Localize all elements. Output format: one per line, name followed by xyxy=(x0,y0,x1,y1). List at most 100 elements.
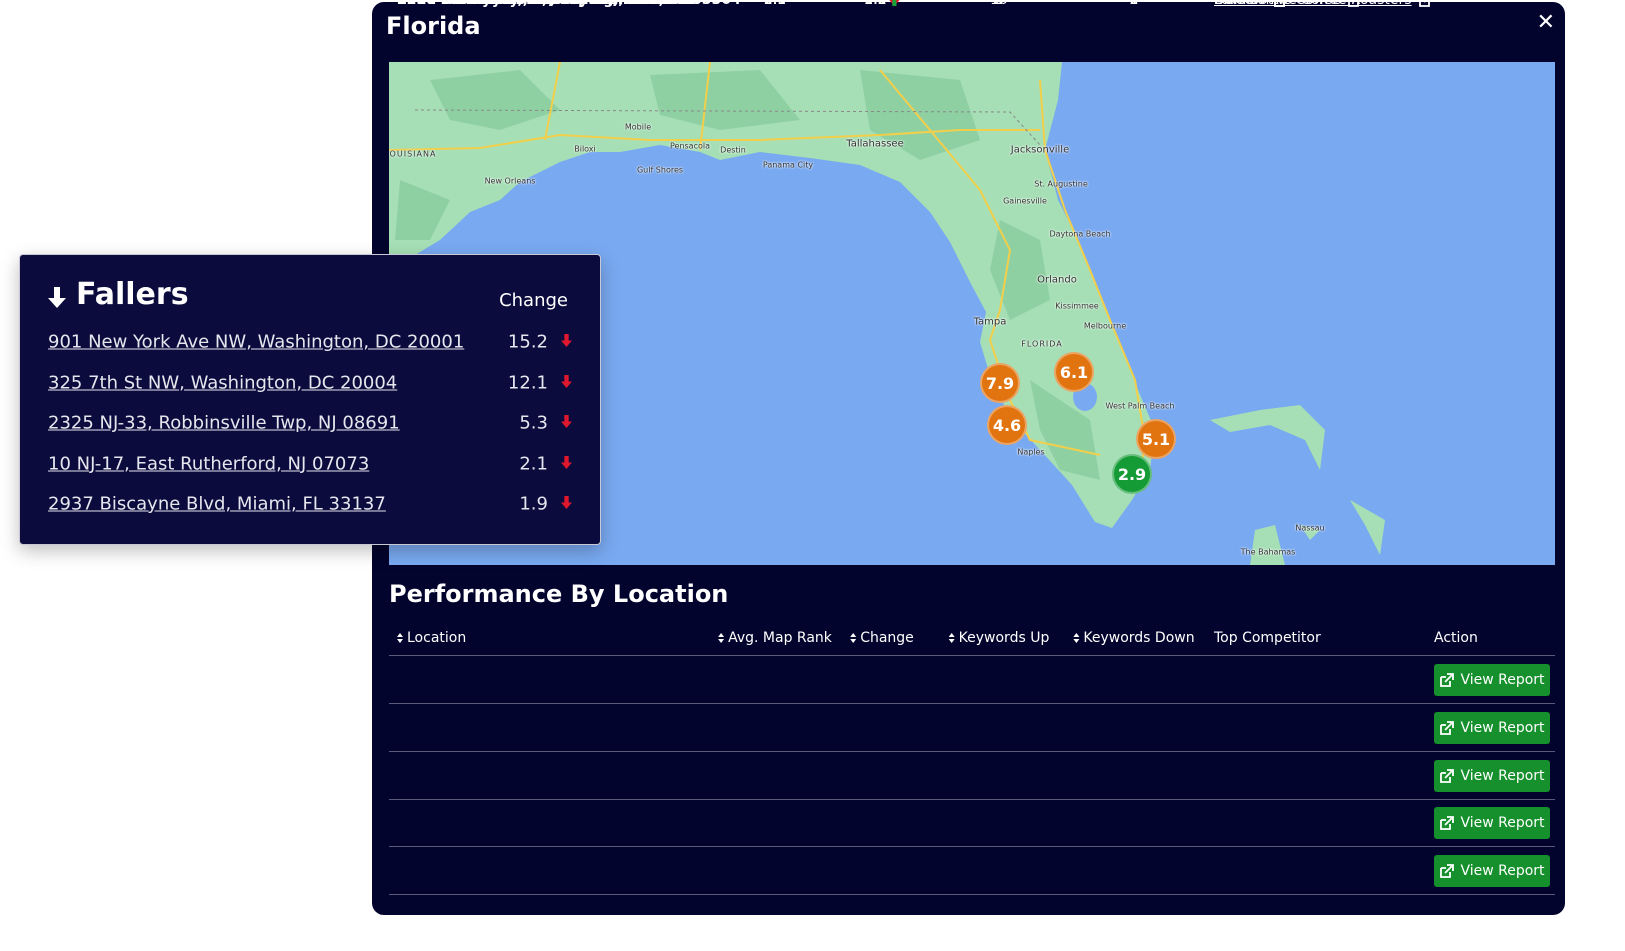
competitor-cell: Dunkin' xyxy=(1214,0,1289,8)
map-label: Tampa xyxy=(973,316,1007,328)
column-header[interactable]: Keywords Down xyxy=(1073,630,1195,646)
map-marker[interactable]: 6.1 xyxy=(1054,352,1094,392)
fallers-panel: Fallers Change 901 New York Ave NW, Wash… xyxy=(19,254,601,545)
column-label: Keywords Down xyxy=(1083,630,1195,646)
number-cell: 1 xyxy=(1129,0,1139,8)
report-icon-svg xyxy=(1440,816,1455,831)
map-label: The Bahamas xyxy=(1240,547,1296,557)
faller-address[interactable]: 2937 Biscayne Blvd, Miami, FL 33137 xyxy=(48,493,386,515)
number-cell: 5.1 xyxy=(763,0,787,8)
report-icon-svg xyxy=(1440,768,1455,783)
column-label: Location xyxy=(407,630,467,646)
sort-icon xyxy=(1073,633,1080,643)
down-icon xyxy=(48,287,66,308)
faller-address[interactable]: 10 NJ-17, East Rutherford, NJ 07073 xyxy=(48,453,370,474)
change-value: 1.9 xyxy=(864,0,887,8)
number-cell: 3 xyxy=(994,0,1004,8)
number-cell: 0 xyxy=(1129,0,1139,8)
external-link-icon-svg xyxy=(1347,0,1362,7)
section-title: Performance By Location xyxy=(389,580,729,608)
map-label: Nassau xyxy=(1295,523,1325,533)
sort-icon xyxy=(397,633,403,643)
column-label: Top Competitor xyxy=(1214,630,1321,646)
faller-change: 15.2 xyxy=(507,331,548,353)
down-arrow-svg xyxy=(561,374,572,388)
change-value: 2.1 xyxy=(864,0,887,8)
column-header[interactable]: Change xyxy=(850,630,914,646)
number-cell: 5 xyxy=(994,0,1004,8)
faller-address[interactable]: 2325 NJ-33, Robbinsville Twp, NJ 08691 xyxy=(48,412,400,434)
competitor-link[interactable]: Dunkin' xyxy=(1214,0,1268,8)
competitor-cell: Blue Bottle Coffee xyxy=(1214,0,1362,8)
down-arrow-svg xyxy=(561,455,572,469)
external-link-icon xyxy=(1347,0,1362,7)
up-arrow-svg xyxy=(889,0,900,6)
row-divider xyxy=(389,798,1555,800)
sort-icon-svg xyxy=(718,633,725,643)
view-report-button[interactable]: View Report xyxy=(1434,759,1550,792)
map-label: OUISIANA xyxy=(389,149,437,159)
faller-address[interactable]: 325 7th St NW, Washington, DC 20004 xyxy=(48,372,398,393)
change-cell: 2.1 xyxy=(864,0,900,8)
column-header[interactable]: Avg. Map Rank xyxy=(718,630,832,646)
number-cell: 2 xyxy=(1129,0,1139,8)
button-label: View Report xyxy=(1460,719,1545,736)
report-icon xyxy=(1439,864,1455,879)
down-arrow xyxy=(561,496,572,509)
competitor-link[interactable]: La Colombe Coffee Roasters xyxy=(1214,0,1412,8)
number-cell: 4 xyxy=(994,0,1004,8)
down-arrow xyxy=(561,334,572,347)
view-report-button[interactable]: View Report xyxy=(1434,711,1550,744)
map-label: Melbourne xyxy=(1083,321,1127,331)
location-cell: 5400 Plantation Rd, Captiva, FL 33924 xyxy=(397,0,701,8)
map-marker[interactable]: 2.9 xyxy=(1112,454,1152,494)
report-icon xyxy=(1439,673,1455,687)
location-cell: 2937 Biscayne Blvd, Miami, FL 33137 xyxy=(397,0,691,8)
map-label: Pensacola xyxy=(669,141,711,151)
sort-icon-svg xyxy=(948,633,955,643)
column-header: Top Competitor xyxy=(1214,630,1321,646)
competitor-link[interactable]: Blue Bottle Coffee xyxy=(1214,0,1341,8)
map-marker[interactable]: 7.9 xyxy=(980,363,1020,403)
competitor-cell: La Colombe Coffee Roasters xyxy=(1214,0,1433,8)
report-icon xyxy=(1439,720,1455,735)
up-arrow xyxy=(889,0,900,6)
button-label: View Report xyxy=(1460,672,1545,688)
row-divider xyxy=(389,655,1555,656)
column-header[interactable]: Keywords Up xyxy=(948,630,1049,646)
column-label: Action xyxy=(1434,630,1478,646)
row-divider xyxy=(389,894,1555,896)
row-divider xyxy=(389,750,1555,752)
map-label: Destin xyxy=(720,145,746,155)
map-label: Naples xyxy=(1017,447,1045,457)
column-header[interactable]: Location xyxy=(397,630,466,646)
column-label: Avg. Map Rank xyxy=(728,630,832,646)
map-label: Mobile xyxy=(624,122,652,132)
number-cell: 7.9 xyxy=(763,0,787,8)
sort-icon xyxy=(850,633,857,643)
view-report-button[interactable]: View Report xyxy=(1434,807,1550,840)
down-arrow-svg xyxy=(561,334,572,347)
row-divider xyxy=(389,846,1555,848)
down-arrow-svg xyxy=(561,496,572,509)
faller-change: 1.9 xyxy=(519,493,548,515)
map-marker[interactable]: 5.1 xyxy=(1136,419,1176,459)
view-report-button[interactable]: View Report xyxy=(1434,855,1550,888)
sort-icon xyxy=(948,633,955,643)
map-label: Gulf Shores xyxy=(636,165,684,175)
number-cell: 4.6 xyxy=(763,0,787,8)
faller-address[interactable]: 901 New York Ave NW, Washington, DC 2000… xyxy=(48,331,465,353)
column-header: Action xyxy=(1434,630,1478,646)
modal-title: Florida xyxy=(386,12,481,40)
competitor-link[interactable]: Dunkin' xyxy=(1214,0,1268,8)
map-label: Orlando xyxy=(1037,274,1077,286)
map-label: Jacksonville xyxy=(1010,144,1070,156)
external-link-icon xyxy=(1273,0,1289,7)
sort-icon-svg xyxy=(1073,633,1080,643)
map-marker[interactable]: 4.6 xyxy=(987,405,1027,445)
view-report-button[interactable]: View Report xyxy=(1434,664,1550,696)
competitor-link[interactable]: Dunkin' xyxy=(1214,0,1268,8)
change-value: 0.3 xyxy=(864,0,887,8)
close-button[interactable]: ✕ xyxy=(1536,10,1555,35)
change-header: Change xyxy=(499,290,568,311)
